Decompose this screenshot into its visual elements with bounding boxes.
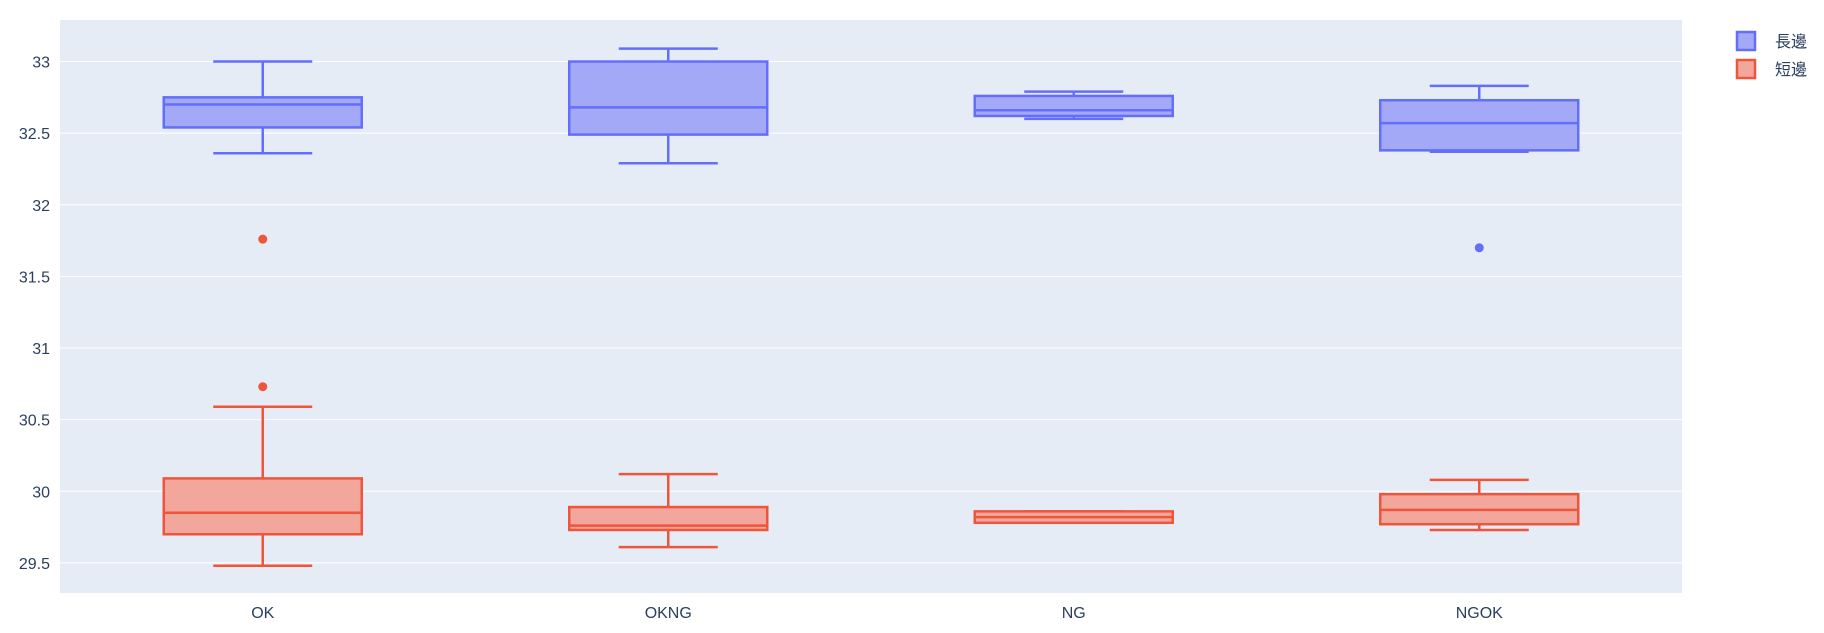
box-OKNG[interactable] — [568, 47, 769, 165]
y-tick-label: 29.5 — [19, 556, 50, 573]
x-axis-ticks: OK OKNG NG NGOK — [251, 605, 1503, 622]
legend-swatch — [1735, 58, 1757, 80]
box-OKNG[interactable] — [568, 472, 769, 549]
legend-label: 長邊 — [1775, 32, 1807, 51]
iqr-box — [973, 94, 1174, 118]
legend-item[interactable]: 長邊 — [1735, 30, 1807, 52]
y-tick-label: 33 — [32, 55, 50, 72]
outlier-point — [258, 382, 268, 392]
box-NG[interactable] — [973, 90, 1174, 121]
y-tick-label: 31.5 — [19, 269, 50, 286]
x-tick-label: NGOK — [1456, 605, 1503, 622]
iqr-box — [162, 96, 363, 129]
box-NG[interactable] — [973, 510, 1174, 525]
iqr-box — [1379, 98, 1580, 152]
iqr-box — [162, 477, 363, 536]
outlier-point — [1474, 243, 1484, 253]
x-tick-label: OKNG — [645, 605, 692, 622]
box-NGOK[interactable] — [1379, 84, 1580, 253]
y-axis-ticks: 29.5 30 30.5 31 31.5 32 32.5 33 — [19, 55, 50, 573]
box-OK[interactable] — [162, 234, 363, 568]
legend-item[interactable]: 短邊 — [1735, 58, 1807, 80]
box-OK[interactable] — [162, 60, 363, 155]
y-tick-label: 31 — [32, 341, 50, 358]
y-tick-label: 30 — [32, 484, 50, 501]
iqr-box — [568, 60, 769, 136]
x-tick-label: OK — [251, 605, 274, 622]
boxes — [162, 47, 1580, 568]
x-tick-label: NG — [1062, 605, 1086, 622]
y-tick-label: 30.5 — [19, 413, 50, 430]
legend-label: 短邊 — [1775, 60, 1807, 79]
legend-swatch — [1735, 30, 1757, 52]
iqr-box — [568, 505, 769, 532]
outlier-point — [258, 234, 268, 244]
y-tick-label: 32.5 — [19, 126, 50, 143]
box-NGOK[interactable] — [1379, 478, 1580, 532]
y-tick-label: 32 — [32, 198, 50, 215]
